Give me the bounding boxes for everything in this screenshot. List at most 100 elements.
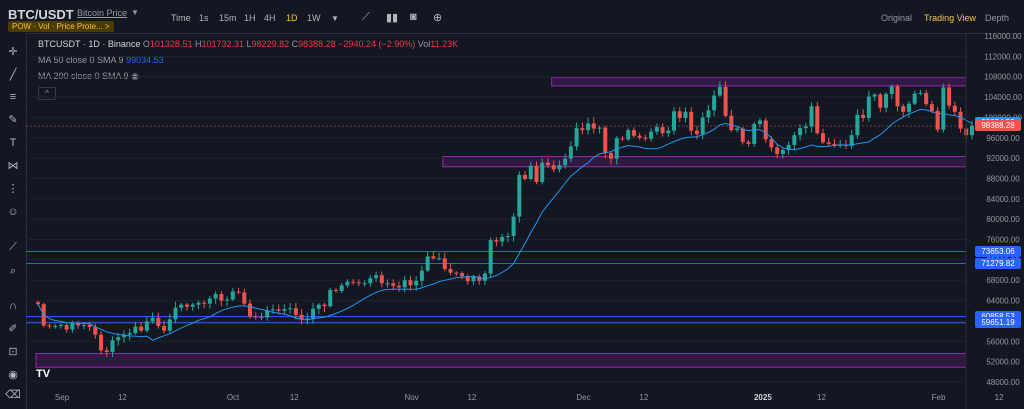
candle-body bbox=[780, 149, 785, 155]
view-depth[interactable]: Depth bbox=[985, 13, 1010, 23]
timeframe-15m[interactable]: 15m bbox=[219, 13, 237, 23]
fib-icon[interactable]: ⋮ bbox=[7, 183, 19, 195]
candle-body bbox=[706, 110, 711, 118]
indicator-badge[interactable]: POW · Vol · Price Prote... > bbox=[8, 21, 114, 32]
candle-body bbox=[694, 130, 699, 135]
candle-body bbox=[677, 111, 682, 118]
y-tick-label: 104000.00 bbox=[984, 93, 1022, 102]
candle-body bbox=[878, 94, 883, 108]
legend-open: 101328.51 bbox=[149, 39, 193, 49]
add-icon[interactable]: ⊕ bbox=[433, 12, 443, 24]
candle-body bbox=[93, 327, 98, 335]
brush-icon[interactable]: ✎ bbox=[8, 114, 18, 126]
candle-body bbox=[723, 86, 728, 116]
candle-body bbox=[889, 86, 894, 95]
candle-body bbox=[740, 128, 745, 142]
candle-body bbox=[121, 334, 126, 338]
price-chart[interactable]: 116000.00112000.00108000.00104000.001000… bbox=[26, 33, 1024, 409]
candle-body bbox=[322, 304, 327, 307]
timeframe-1h[interactable]: 1H bbox=[244, 13, 256, 23]
candle-body bbox=[631, 130, 636, 136]
x-tick-label: Nov bbox=[404, 393, 419, 402]
trash-icon[interactable]: ⌫ bbox=[5, 389, 21, 401]
timeframe-1w[interactable]: 1W bbox=[307, 13, 321, 23]
candle-body bbox=[379, 275, 384, 284]
candle-body bbox=[861, 114, 866, 118]
candle-body bbox=[265, 310, 270, 318]
ma200-legend[interactable]: MA 200 close 0 SMA 9 ◉ bbox=[38, 71, 139, 81]
zoom-icon[interactable]: ⌕ bbox=[9, 265, 17, 277]
x-tick-label: Oct bbox=[226, 393, 240, 402]
supply-demand-zone bbox=[35, 353, 967, 368]
candle-body bbox=[803, 126, 808, 129]
legend-title: BTCUSDT · 1D · Binance bbox=[38, 39, 141, 49]
candle-body bbox=[448, 269, 453, 273]
emoji-icon[interactable]: ☺ bbox=[7, 206, 19, 218]
collapse-legend-icon[interactable]: ^ bbox=[38, 87, 56, 100]
x-tick-label: 12 bbox=[639, 393, 649, 402]
y-tick-label: 64000.00 bbox=[986, 297, 1020, 306]
crosshair-icon[interactable]: ✛ bbox=[8, 46, 18, 58]
timeframe-1s[interactable]: 1s bbox=[199, 13, 209, 23]
candle-body bbox=[528, 165, 533, 179]
y-tick-label: 96000.00 bbox=[986, 134, 1020, 143]
candle-body bbox=[866, 96, 871, 118]
timeframe-time[interactable]: Time bbox=[171, 13, 191, 23]
camera-icon[interactable]: ◙ bbox=[410, 11, 417, 23]
candle-body bbox=[316, 304, 321, 309]
candle-body bbox=[494, 240, 499, 242]
legend-volume: 11.23K bbox=[430, 39, 459, 49]
candle-body bbox=[431, 256, 436, 259]
candle-body bbox=[872, 94, 877, 97]
timeframe-4h[interactable]: 4H bbox=[264, 13, 276, 23]
candle-body bbox=[557, 165, 562, 170]
magnet-icon[interactable]: ∩ bbox=[9, 300, 17, 312]
candle-body bbox=[969, 125, 974, 136]
y-tick-label: 52000.00 bbox=[986, 358, 1020, 367]
hline-price-label: 71279.82 bbox=[975, 258, 1021, 270]
candle-body bbox=[924, 92, 929, 105]
pattern-icon[interactable]: ⋈ bbox=[7, 160, 19, 172]
y-tick-label: 92000.00 bbox=[986, 154, 1020, 163]
candle-body bbox=[849, 135, 854, 146]
view-trading-view[interactable]: Trading View bbox=[924, 13, 977, 23]
symbol-dropdown-icon[interactable]: ▼ bbox=[131, 8, 139, 17]
candle-body bbox=[712, 95, 717, 111]
candle-body bbox=[419, 270, 424, 281]
eye-icon[interactable]: ◉ bbox=[8, 369, 18, 381]
x-tick-label: 12 bbox=[994, 393, 1004, 402]
timeframe-1d[interactable]: 1D bbox=[286, 13, 298, 23]
candle-body bbox=[517, 174, 522, 217]
horizontal-lines-icon[interactable]: ≡ bbox=[9, 91, 17, 103]
lock-pencil-icon[interactable]: ✐ bbox=[8, 323, 18, 335]
trendline-icon[interactable]: ╱ bbox=[9, 69, 17, 81]
x-tick-label: Dec bbox=[576, 393, 591, 402]
candle-body bbox=[660, 127, 665, 134]
ruler-icon[interactable]: ⟋ bbox=[9, 241, 17, 253]
text-icon[interactable]: T bbox=[9, 137, 17, 149]
candle-body bbox=[752, 124, 757, 144]
candle-body bbox=[333, 289, 338, 291]
candle-body bbox=[293, 308, 298, 315]
top-toolbar: BTC/USDT Bitcoin Price ▼ POW · Vol · Pri… bbox=[0, 0, 1024, 34]
symbol-title[interactable]: BTC/USDT bbox=[8, 7, 74, 22]
candle-body bbox=[110, 340, 115, 352]
view-original[interactable]: Original bbox=[881, 13, 913, 23]
candle-body bbox=[425, 256, 430, 271]
legend-low: 98229.82 bbox=[251, 39, 290, 49]
candle-body bbox=[225, 299, 230, 301]
symbol-subtitle-link[interactable]: Bitcoin Price bbox=[77, 8, 128, 18]
lock-icon[interactable]: ⊡ bbox=[8, 346, 18, 358]
candle-body bbox=[821, 133, 826, 143]
indicators-icon[interactable]: ⟋ bbox=[362, 11, 370, 23]
y-tick-label: 116000.00 bbox=[984, 33, 1022, 41]
candle-body bbox=[248, 303, 253, 317]
candle-body bbox=[408, 280, 413, 286]
candle-body bbox=[798, 128, 803, 136]
candle-type-icon[interactable]: ▮▮ bbox=[386, 12, 399, 24]
candle-body bbox=[99, 334, 104, 351]
hidden-eye-icon[interactable]: ◉ bbox=[131, 71, 139, 81]
candle-body bbox=[511, 216, 516, 236]
ma50-legend[interactable]: MA 50 close 0 SMA 9 99034.53 bbox=[38, 55, 164, 65]
more-timeframes-icon[interactable]: ▼ bbox=[331, 14, 339, 23]
